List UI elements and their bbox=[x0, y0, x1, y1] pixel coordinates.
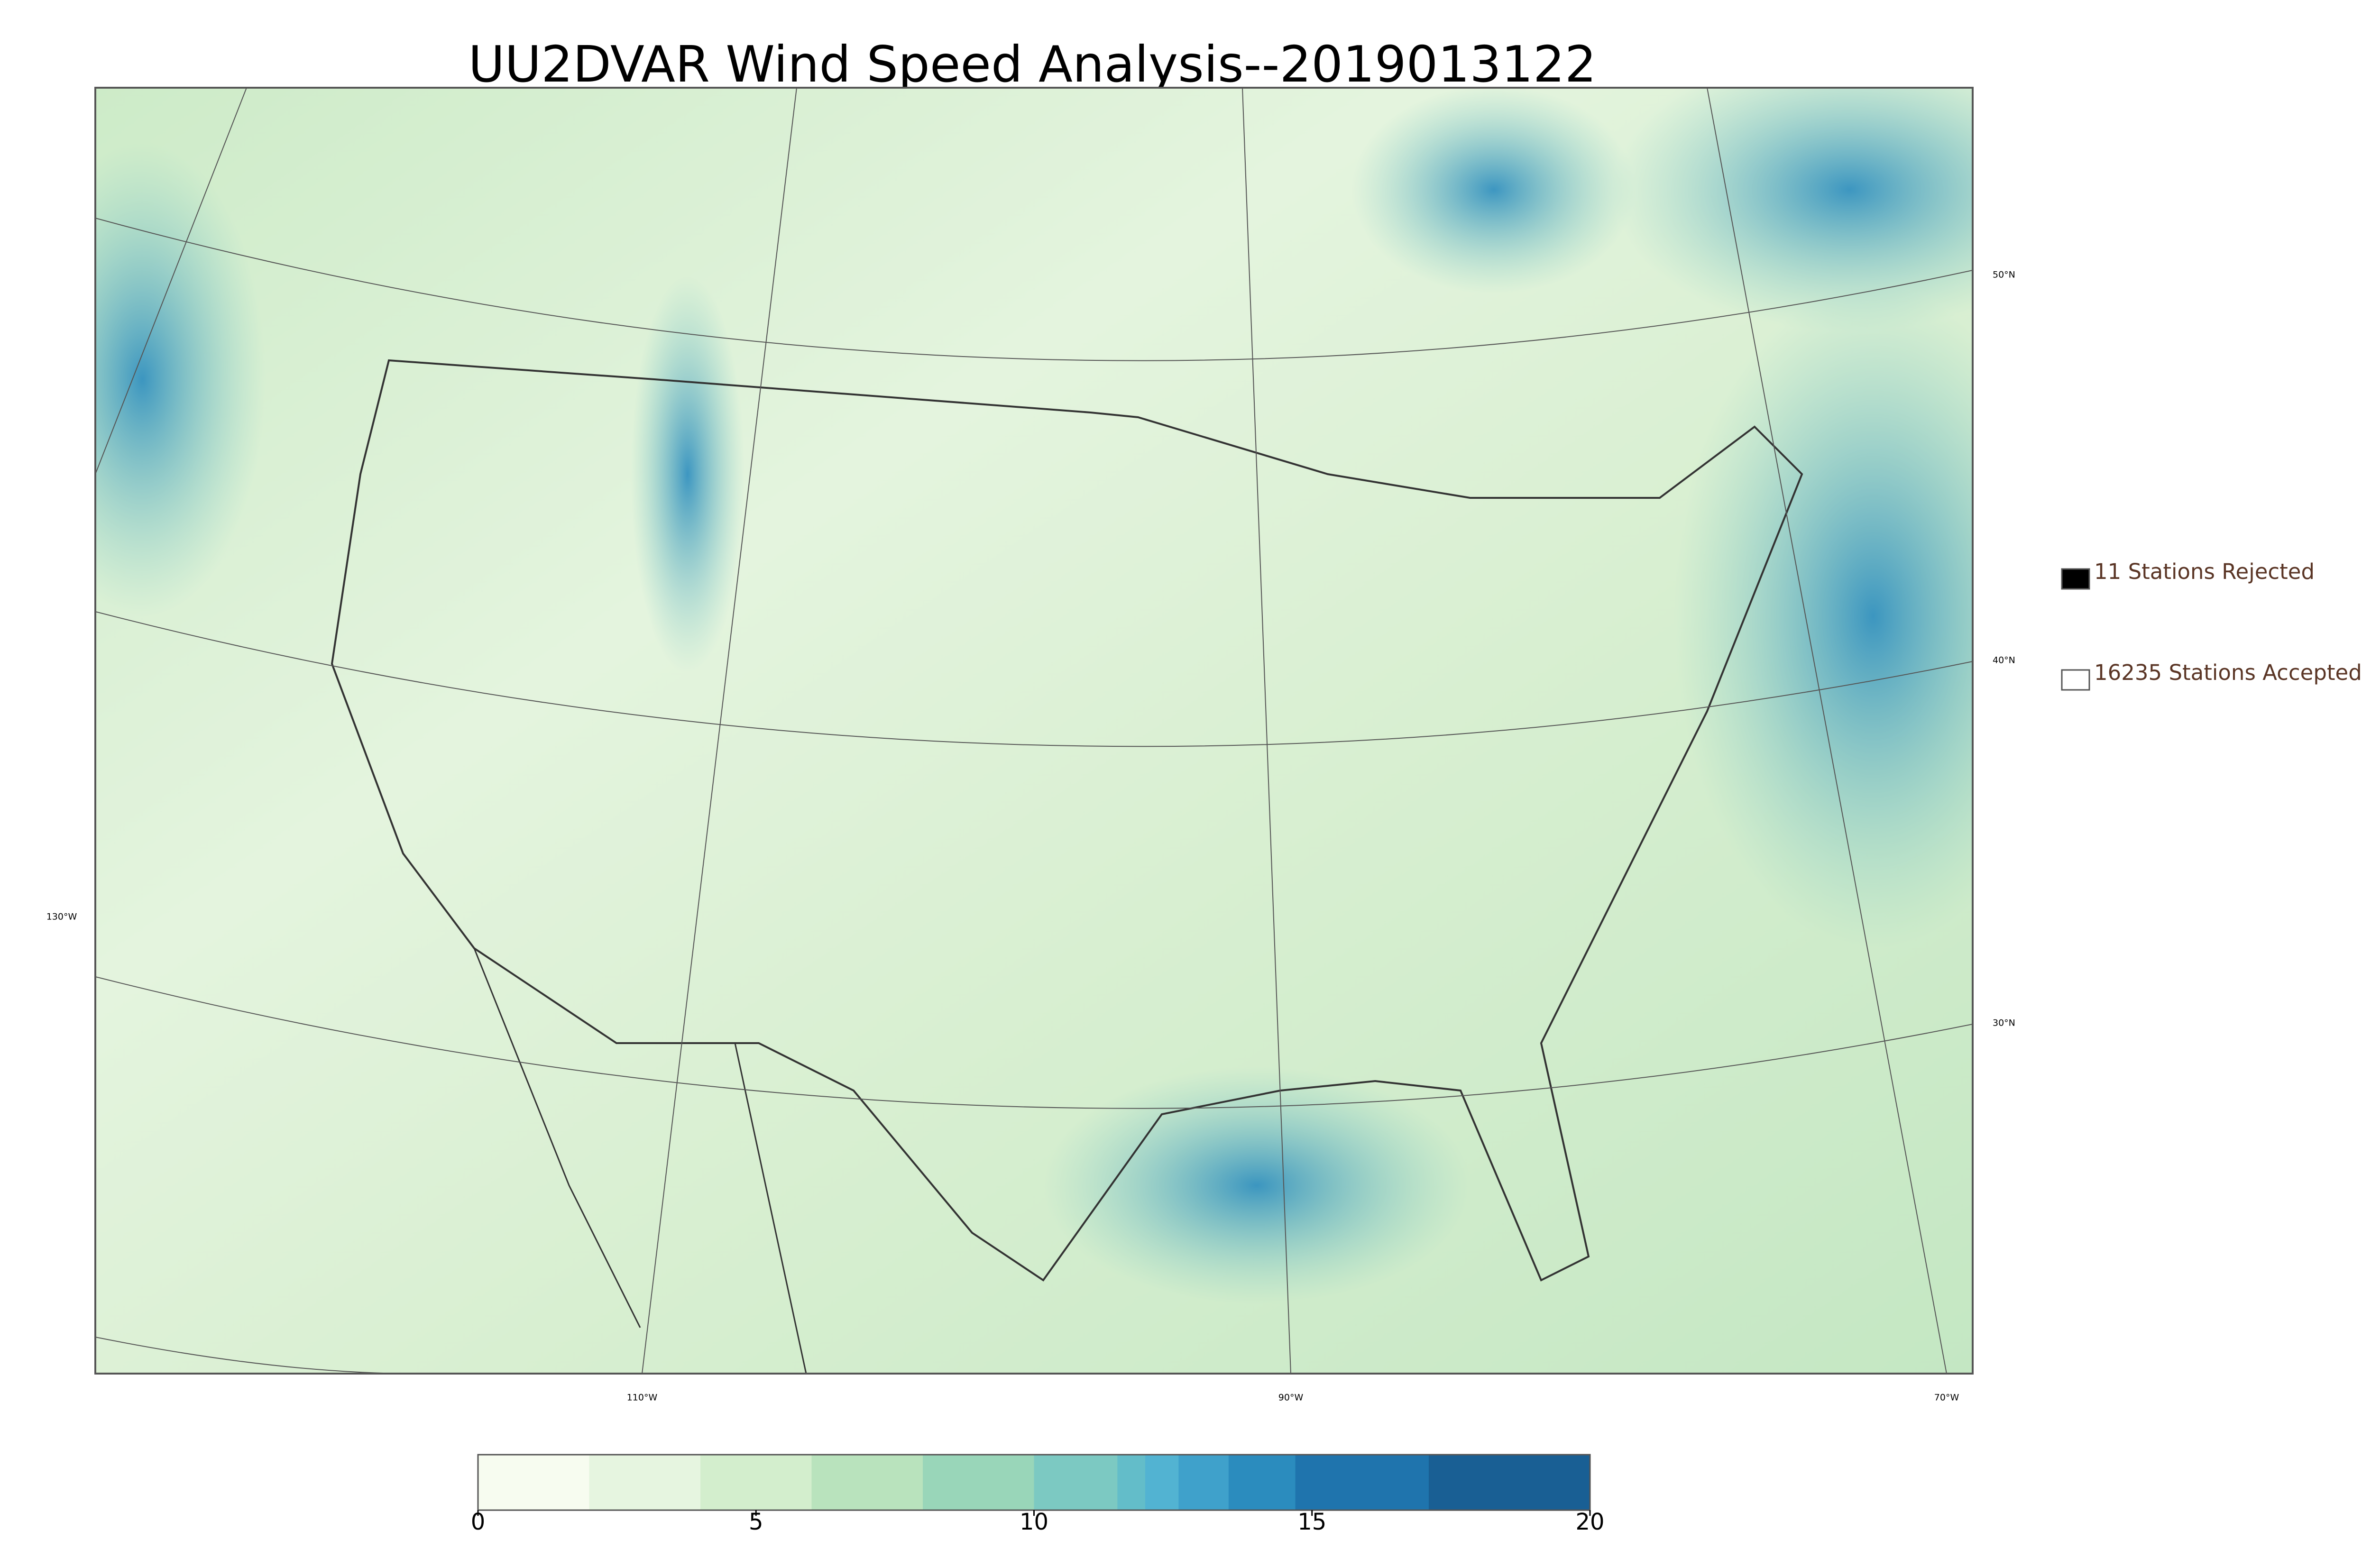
wind-field bbox=[1674, 284, 1973, 948]
wind-field bbox=[1043, 1067, 1470, 1304]
parallel bbox=[95, 976, 1973, 1109]
wind-field bbox=[95, 142, 266, 616]
colorbar-tick-label: 15 bbox=[1297, 1509, 1326, 1535]
colorbar-segment bbox=[1117, 1455, 1146, 1510]
legend-swatch bbox=[2061, 568, 2090, 590]
meridian bbox=[1707, 88, 1947, 1374]
meridian bbox=[95, 88, 247, 475]
legend: 11 Stations Rejected 16235 Stations Accep… bbox=[2061, 559, 2362, 691]
colorbar-segment bbox=[1178, 1455, 1229, 1510]
colorbar-segment bbox=[589, 1455, 701, 1510]
legend-label: 16235 Stations Accepted bbox=[2094, 660, 2362, 685]
map bbox=[95, 88, 1973, 1374]
lat-label: 40°N bbox=[1993, 655, 2015, 666]
map-background bbox=[95, 88, 1973, 1374]
coastline bbox=[331, 359, 1803, 1282]
colorbar-segment bbox=[923, 1455, 1034, 1510]
colorbar-segment bbox=[1295, 1455, 1429, 1510]
colorbar-segment bbox=[811, 1455, 923, 1510]
colorbar-tick-label: 20 bbox=[1575, 1509, 1604, 1535]
wind-field bbox=[1351, 88, 1636, 294]
colorbar-segment bbox=[1428, 1455, 1590, 1510]
coastline bbox=[473, 948, 807, 1374]
parallel bbox=[95, 611, 1973, 747]
lon-label: 70°W bbox=[1934, 1393, 1959, 1403]
colorbar-tick-label: 10 bbox=[1020, 1509, 1048, 1535]
lon-label: 90°W bbox=[1278, 1393, 1304, 1403]
meridian bbox=[642, 88, 797, 1374]
title: UU2DVAR Wind Speed Analysis--2019013122 bbox=[468, 36, 1596, 93]
lon-label: 130°W bbox=[46, 912, 77, 922]
colorbar-segment bbox=[1145, 1455, 1179, 1510]
lat-label: 30°N bbox=[1993, 1018, 2015, 1028]
parallel bbox=[95, 218, 1973, 361]
colorbar-segment bbox=[478, 1455, 589, 1510]
lon-label: 110°W bbox=[627, 1393, 658, 1403]
lat-label: 50°N bbox=[1993, 270, 2015, 280]
colorbar-segment bbox=[700, 1455, 812, 1510]
legend-swatch bbox=[2061, 669, 2090, 691]
wind-field bbox=[631, 275, 744, 673]
map-frame bbox=[94, 87, 1974, 1375]
colorbar-segment bbox=[1228, 1455, 1296, 1510]
legend-label: 11 Stations Rejected bbox=[2094, 559, 2315, 584]
colorbar: 0 5 10 15 20 bbox=[471, 1454, 1605, 1535]
colorbar-tick-label: 0 bbox=[471, 1509, 486, 1535]
colorbar-segment bbox=[1034, 1455, 1118, 1510]
wind-field bbox=[1612, 88, 1973, 332]
colorbar-tick-label: 5 bbox=[749, 1509, 763, 1535]
meridian bbox=[1242, 88, 1291, 1374]
